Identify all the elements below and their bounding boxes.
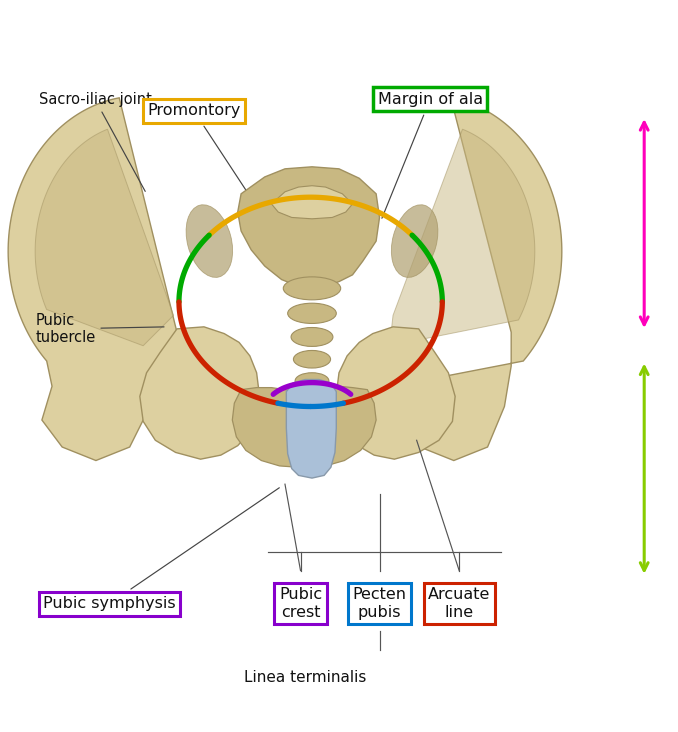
Text: Pubic
tubercle: Pubic tubercle <box>35 313 164 345</box>
Text: Linea terminalis: Linea terminalis <box>244 671 366 685</box>
Polygon shape <box>140 326 259 459</box>
Text: Margin of ala: Margin of ala <box>378 92 483 218</box>
Ellipse shape <box>291 327 333 346</box>
Text: Pecten
pubis: Pecten pubis <box>353 588 407 620</box>
Ellipse shape <box>287 303 336 324</box>
Text: Promontory: Promontory <box>147 103 280 242</box>
Polygon shape <box>8 98 177 460</box>
Ellipse shape <box>295 373 329 389</box>
Text: Sacro-iliac joint: Sacro-iliac joint <box>39 92 151 191</box>
Polygon shape <box>35 130 174 346</box>
Ellipse shape <box>391 205 438 277</box>
Polygon shape <box>233 386 376 467</box>
Polygon shape <box>286 379 336 478</box>
Text: Pubic
crest: Pubic crest <box>279 588 322 620</box>
Text: Arcuate
line: Arcuate line <box>428 588 490 620</box>
Polygon shape <box>390 130 535 346</box>
Ellipse shape <box>294 351 331 368</box>
Text: Pubic symphysis: Pubic symphysis <box>43 488 279 611</box>
Polygon shape <box>271 186 353 219</box>
Ellipse shape <box>186 205 233 277</box>
Ellipse shape <box>283 277 340 300</box>
Polygon shape <box>393 98 562 460</box>
Polygon shape <box>336 326 455 459</box>
Polygon shape <box>238 167 380 288</box>
